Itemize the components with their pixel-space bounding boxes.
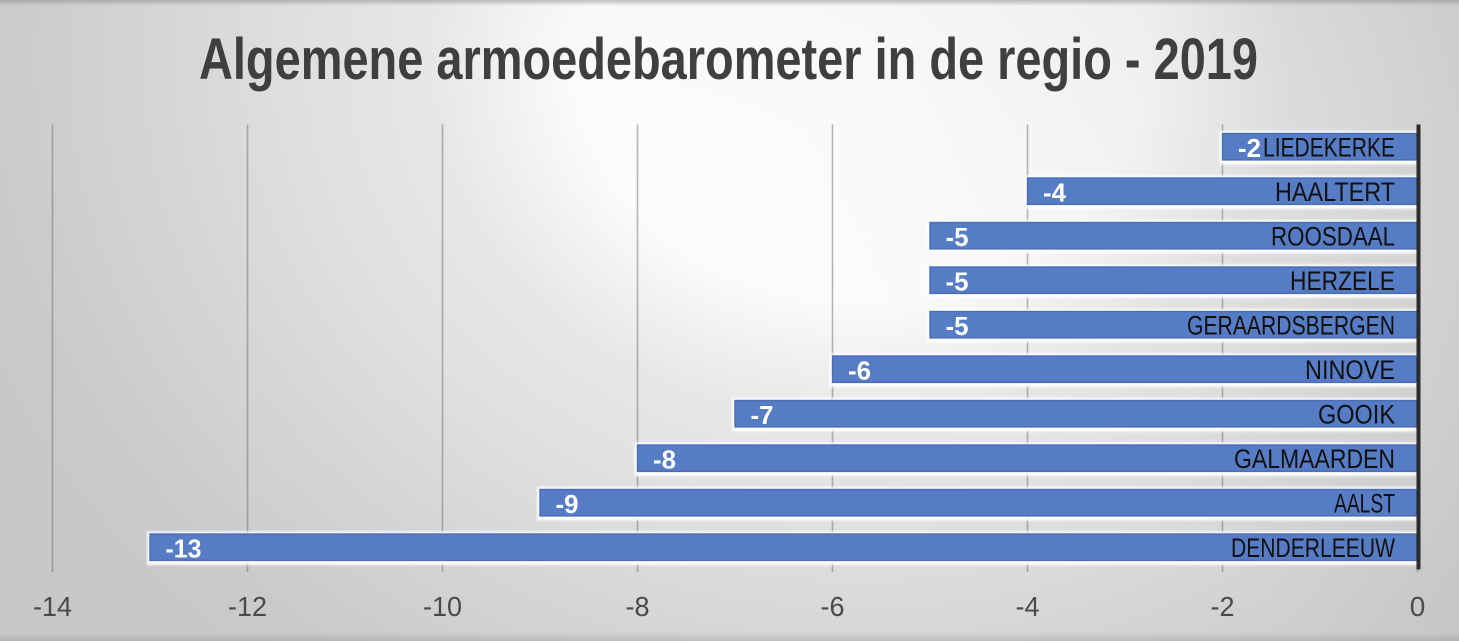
svg-text:LIEDEKERKE: LIEDEKERKE <box>1263 132 1395 162</box>
svg-text:-2: -2 <box>1238 133 1261 163</box>
svg-text:-13: -13 <box>166 533 202 563</box>
svg-text:AALST: AALST <box>1334 488 1395 518</box>
svg-text:-8: -8 <box>626 591 650 622</box>
svg-text:-4: -4 <box>1043 177 1067 207</box>
svg-text:-5: -5 <box>946 311 969 341</box>
svg-text:-7: -7 <box>751 400 774 430</box>
svg-text:-5: -5 <box>946 266 969 296</box>
svg-text:-4: -4 <box>1016 591 1040 622</box>
svg-text:GOOIK: GOOIK <box>1318 399 1395 429</box>
svg-text:GERAARDSBERGEN: GERAARDSBERGEN <box>1187 310 1395 340</box>
svg-text:-8: -8 <box>653 444 676 474</box>
svg-text:DENDERLEEUW: DENDERLEEUW <box>1231 533 1395 563</box>
svg-text:-12: -12 <box>228 591 267 622</box>
svg-text:NINOVE: NINOVE <box>1305 355 1395 385</box>
svg-text:HAALTERT: HAALTERT <box>1275 177 1395 207</box>
svg-text:-14: -14 <box>33 591 72 622</box>
svg-text:-9: -9 <box>556 489 579 519</box>
svg-text:GALMAARDEN: GALMAARDEN <box>1234 444 1395 474</box>
svg-text:-6: -6 <box>821 591 845 622</box>
svg-text:HERZELE: HERZELE <box>1290 266 1395 296</box>
svg-text:-10: -10 <box>423 591 462 622</box>
svg-text:-6: -6 <box>848 355 871 385</box>
svg-text:0: 0 <box>1410 591 1426 622</box>
svg-text:-2: -2 <box>1211 591 1235 622</box>
svg-text:ROOSDAAL: ROOSDAAL <box>1271 221 1395 251</box>
svg-text:-5: -5 <box>946 222 969 252</box>
svg-text:Algemene armoedebarometer in d: Algemene armoedebarometer in de regio - … <box>199 27 1258 92</box>
